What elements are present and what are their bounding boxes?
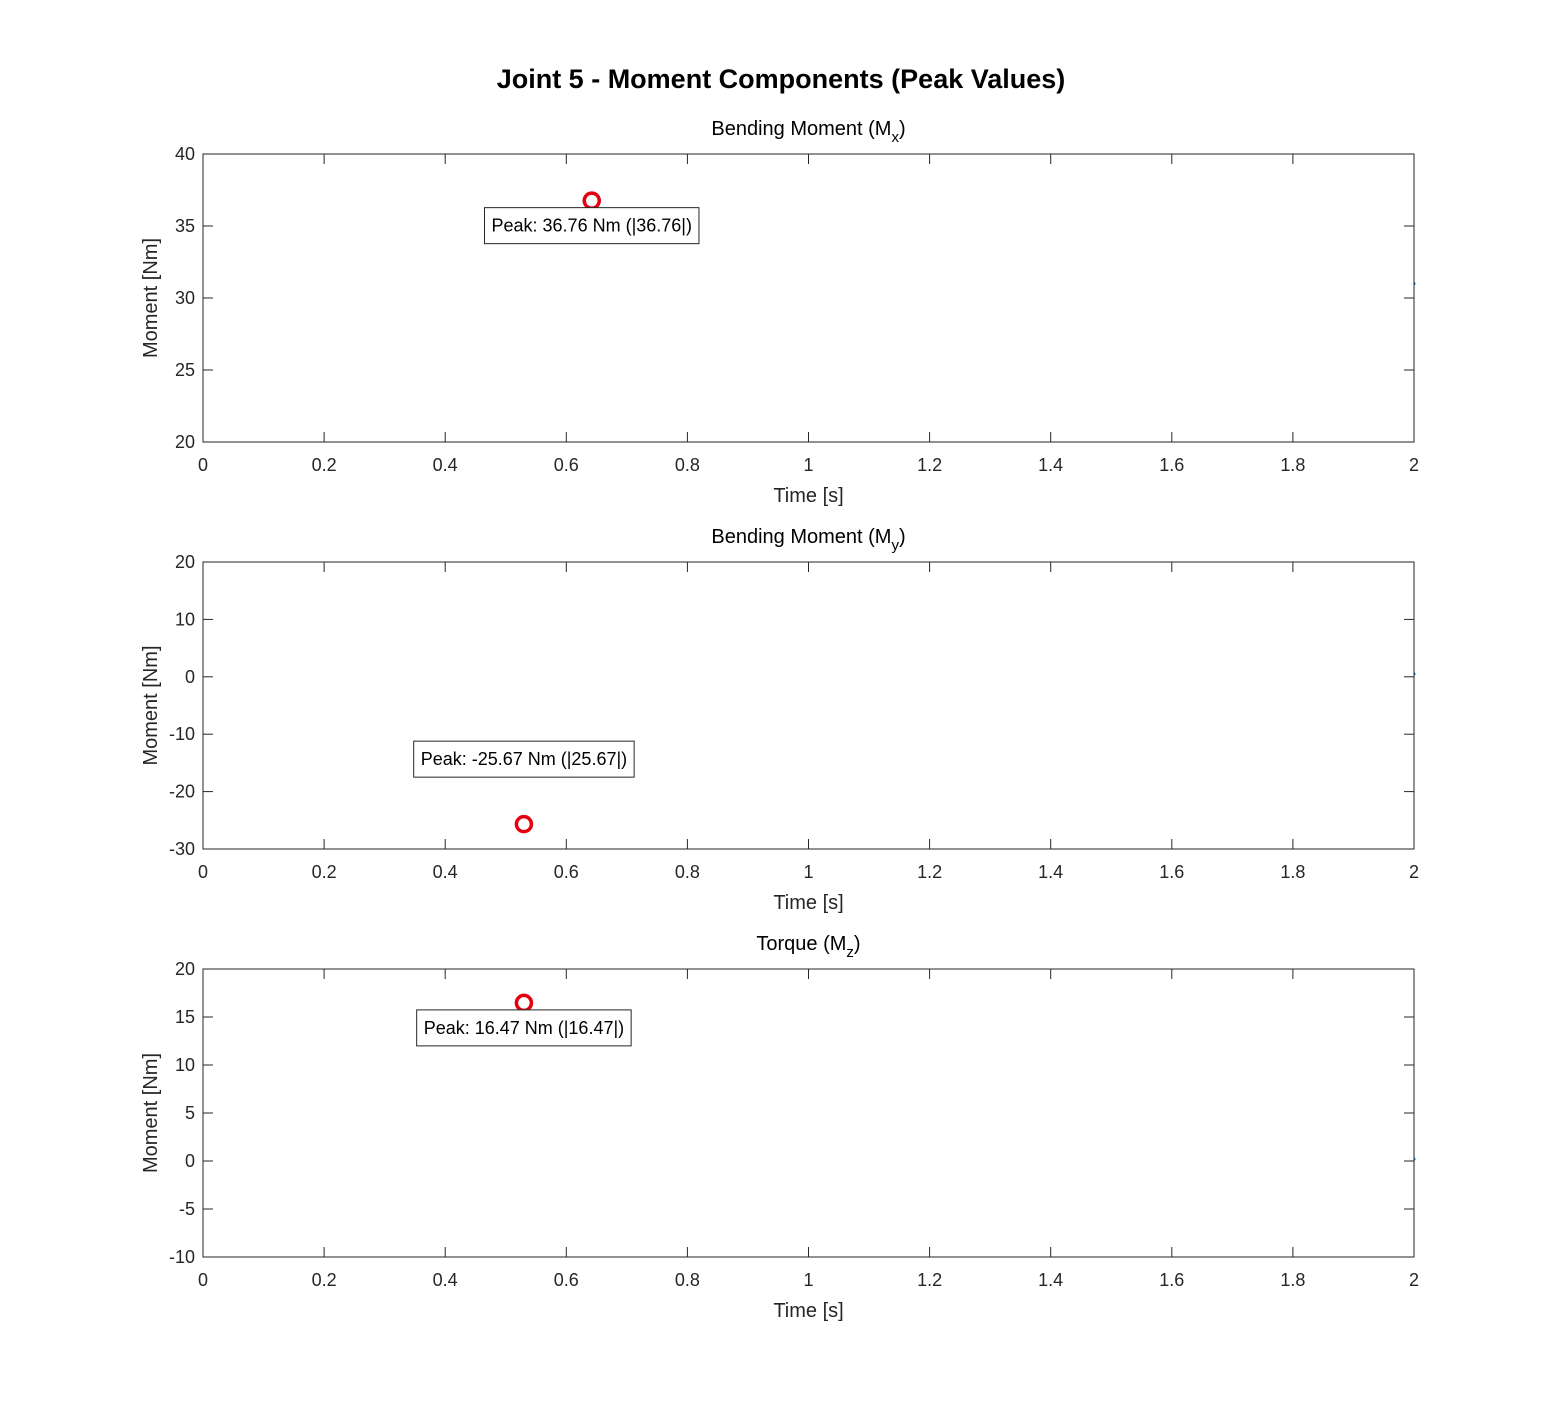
subplot-1: 0 0.2 0.4 0.6 0.8 1 1.2 1.4 1.6 1.8 2 20 25 30 35 40 Ben… <box>140 118 1419 507</box>
y-axis-label: Moment [Nm] <box>140 1053 162 1173</box>
peak-marker <box>514 814 534 834</box>
y-tick-label: 5 <box>185 1103 195 1123</box>
x-tick-label: 1 <box>803 862 813 882</box>
y-tick-label: 30 <box>175 288 195 308</box>
x-tick-label: 0.8 <box>675 455 700 475</box>
y-tick-label: 10 <box>175 609 195 629</box>
x-tick-label: 1.8 <box>1280 862 1305 882</box>
x-tick-label: 1.4 <box>1038 455 1063 475</box>
subplot-title-main: Bending Moment (M <box>711 118 891 140</box>
y-tick-label: -10 <box>169 724 195 744</box>
x-tick-label: 2 <box>1409 862 1419 882</box>
x-tick-label: 0.6 <box>554 862 579 882</box>
subplot-title-subscript: z <box>846 944 854 961</box>
x-tick-label: 2 <box>1409 1270 1419 1290</box>
peak-annotation-text: Peak: 16.47 Nm (|16.47|) <box>424 1018 624 1038</box>
subplot-title-subscript: y <box>891 537 899 554</box>
peak-annotation-box <box>413 740 635 778</box>
y-tick-label: 10 <box>175 1055 195 1075</box>
subplots: 0 0.2 0.4 0.6 0.8 1 1.2 1.4 1.6 1.8 22025303540Ben… <box>140 118 1419 1322</box>
y-tick-label: -5 <box>179 1199 195 1219</box>
y-tick-label: 35 <box>175 216 195 236</box>
y-axis-label: Moment [Nm] <box>140 645 162 765</box>
x-tick-label: 0 <box>198 1270 208 1290</box>
peak-annotation-text: Peak: -25.67 Nm (|25.67|) <box>421 749 627 769</box>
x-tick-label: 0.4 <box>433 862 458 882</box>
y-tick-label: 0 <box>185 1151 195 1171</box>
y-tick-label: 20 <box>175 552 195 572</box>
y-tick-label: 20 <box>175 432 195 452</box>
y-tick-label: 25 <box>175 360 195 380</box>
x-tick-label: 0.8 <box>675 862 700 882</box>
x-tick-label: 2 <box>1409 455 1419 475</box>
x-tick-label: 0 <box>198 455 208 475</box>
subplot-3: 0 0.2 0.4 0.6 0.8 1 1.2 1.4 1.6 1.8 2 -10 -5 0 5 10 15 20… <box>140 933 1419 1322</box>
x-tick-label: 1.8 <box>1280 455 1305 475</box>
x-tick-label: 0.4 <box>433 1270 458 1290</box>
x-tick-label: 0.6 <box>554 455 579 475</box>
x-tick-label: 0.2 <box>312 862 337 882</box>
axes-frame-2 <box>202 561 1415 850</box>
x-tick-label: 0.6 <box>554 1270 579 1290</box>
x-tick-label: 1.6 <box>1159 455 1184 475</box>
x-tick-label: 1.6 <box>1159 1270 1184 1290</box>
y-tick-label: -30 <box>169 839 195 859</box>
x-tick-label: 1.2 <box>917 1270 942 1290</box>
axes-frame-1 <box>202 153 1415 443</box>
peak-annotation-text: Peak: 36.76 Nm (|36.76|) <box>492 216 692 236</box>
x-tick-label: 0.8 <box>675 1270 700 1290</box>
x-tick-label: 1.8 <box>1280 1270 1305 1290</box>
subplot-title-3: Torque (Mz) <box>756 933 860 961</box>
x-tick-label: 0.4 <box>433 455 458 475</box>
y-tick-label: -10 <box>169 1247 195 1267</box>
x-tick-label: 1 <box>803 1270 813 1290</box>
y-tick-label: 15 <box>175 1007 195 1027</box>
subplot-title-end: ) <box>899 118 906 140</box>
x-tick-label: 0.2 <box>312 455 337 475</box>
peak-annotation-box <box>484 207 700 245</box>
x-tick-label: 1 <box>803 455 813 475</box>
subplot-title-main: Bending Moment (M <box>711 526 891 548</box>
subplot-title-end: ) <box>899 526 906 548</box>
subplot-title-end: ) <box>854 933 861 955</box>
x-tick-label: 0.2 <box>312 1270 337 1290</box>
x-tick-label: 1.6 <box>1159 862 1184 882</box>
x-tick-label: 1.4 <box>1038 1270 1063 1290</box>
subplot-title-subscript: x <box>891 129 899 146</box>
x-tick-label: 1.2 <box>917 862 942 882</box>
axes-frame-3 <box>202 968 1415 1258</box>
x-axis-label: Time [s] <box>773 485 843 507</box>
y-tick-label: 20 <box>175 959 195 979</box>
x-tick-label: 1.2 <box>917 455 942 475</box>
y-tick-label: -20 <box>169 782 195 802</box>
x-axis-label: Time [s] <box>773 892 843 914</box>
y-tick-label: 40 <box>175 144 195 164</box>
y-tick-label: 0 <box>185 667 195 687</box>
figure-title: Joint 5 - Moment Components (Peak Values… <box>497 64 1066 94</box>
y-axis-label: Moment [Nm] <box>140 238 162 358</box>
x-tick-label: 0 <box>198 862 208 882</box>
subplot-title-main: Torque (M <box>756 933 846 955</box>
subplot-title-2: Bending Moment (My) <box>711 526 905 554</box>
subplot-title-1: Bending Moment (Mx) <box>711 118 905 146</box>
subplot-2: 0 0.2 0.4 0.6 0.8 1 1.2 1.4 1.6 1.8 2 -30 -20 -10 0 10 2… <box>140 526 1419 914</box>
x-tick-label: 1.4 <box>1038 862 1063 882</box>
x-axis-label: Time [s] <box>773 1300 843 1322</box>
peak-annotation-box <box>416 1009 632 1047</box>
